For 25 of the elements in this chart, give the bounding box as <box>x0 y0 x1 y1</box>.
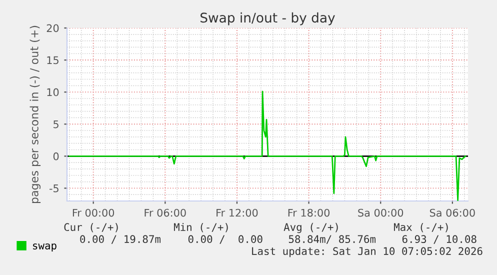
chart-title: Swap in/out - by day <box>200 12 335 26</box>
legend-label: swap <box>33 244 56 252</box>
y-tick-label: 15 <box>47 56 58 64</box>
x-tick-label: Fr 00:00 <box>72 208 114 217</box>
text: Max (-/+) <box>394 223 448 232</box>
x-tick-label: Sa 00:00 <box>358 208 404 217</box>
y-tick-label: 10 <box>47 88 59 96</box>
text: 0.00 / 19.87m <box>80 235 161 244</box>
text: 6.93 / 10.08 <box>402 235 476 244</box>
y-tick-label: 20 <box>46 24 59 32</box>
x-tick-label: Fr 06:00 <box>144 208 186 217</box>
text: 0.00 / 0.00 <box>188 235 262 244</box>
text: Last update: Sat Jan 10 07:05:02 2026 <box>252 246 482 258</box>
y-tick-label: 0 <box>53 152 59 160</box>
y-axis-title: pages per second in (-) / out (+) <box>30 26 41 204</box>
x-tick-label: Fr 18:00 <box>288 208 330 217</box>
x-tick-label: Sa 06:00 <box>430 208 475 217</box>
x-tick-label: Fr 12:00 <box>216 208 258 217</box>
text: Min (-/+) <box>174 222 228 232</box>
line-series <box>68 90 466 201</box>
text: 58.84m/ 85.76m <box>288 235 376 244</box>
y-tick-label: -5 <box>49 184 58 192</box>
text: Cur (-/+) <box>64 223 118 232</box>
y-tick-label: 5 <box>54 120 58 128</box>
text: Avg (-/+) <box>284 222 338 234</box>
